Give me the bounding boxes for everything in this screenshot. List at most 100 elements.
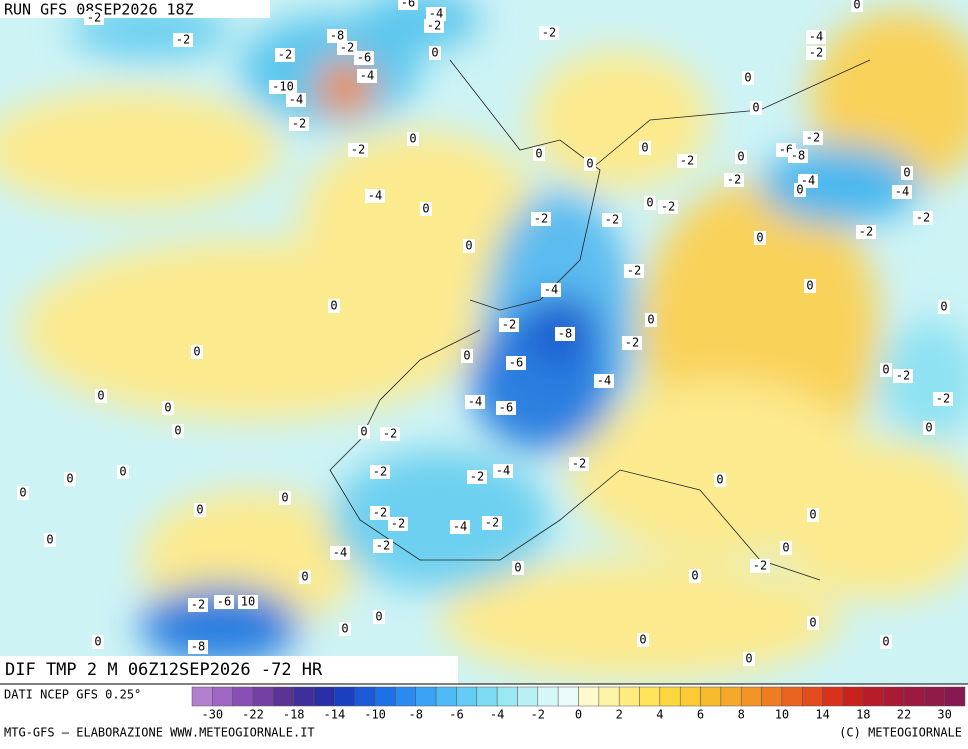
colorbar-box — [903, 686, 925, 707]
contour-label: -2 — [351, 143, 365, 157]
contour-label: -6 — [357, 51, 371, 65]
contour-label: 0 — [431, 46, 438, 60]
contour-label: -2 — [896, 369, 910, 383]
colorbar-label: 14 — [815, 708, 829, 722]
contour-label: 0 — [756, 231, 763, 245]
run-box — [0, 0, 270, 18]
contour-label: -2 — [292, 117, 306, 131]
label-bg — [465, 395, 485, 409]
contour-label: -4 — [597, 374, 611, 388]
colorbar-box — [395, 686, 417, 707]
label-bg — [214, 595, 234, 609]
label-bg — [512, 561, 524, 575]
label-bg — [348, 143, 368, 157]
contour-label: -2 — [916, 211, 930, 225]
label-bg — [407, 132, 419, 146]
contour-label: 0 — [281, 491, 288, 505]
contour-label: -2 — [859, 225, 873, 239]
label-bg — [645, 313, 657, 327]
colorbar-box — [578, 686, 600, 707]
contour-label: 0 — [330, 299, 337, 313]
contour-label: -2 — [753, 559, 767, 573]
contour-label: 0 — [341, 622, 348, 636]
label-bg — [594, 374, 614, 388]
contour-label: -2 — [391, 517, 405, 531]
label-bg — [429, 46, 441, 60]
colorbar-box — [618, 686, 640, 707]
label-bg — [238, 595, 258, 609]
colorbar-box — [354, 686, 376, 707]
label-bg — [724, 173, 744, 187]
contour-label: -4 — [544, 283, 558, 297]
contour-label: -2 — [191, 598, 205, 612]
contour-label: -4 — [289, 93, 303, 107]
label-bg — [84, 11, 104, 25]
contour-label: -2 — [661, 200, 675, 214]
colorbar-label: 22 — [897, 708, 911, 722]
contour-label: -10 — [272, 80, 294, 94]
colorbar-box — [598, 686, 620, 707]
colorbar-box — [639, 686, 661, 707]
contour-label: -6 — [401, 0, 415, 10]
colorbar-label: 0 — [575, 708, 582, 722]
label-bg — [622, 336, 642, 350]
colorbar-label: -10 — [364, 708, 386, 722]
colorbar-label: -2 — [531, 708, 545, 722]
contour-label: -6 — [509, 356, 523, 370]
label-bg — [913, 211, 933, 225]
label-bg — [496, 401, 516, 415]
colorbar-box — [822, 686, 844, 707]
label-bg — [370, 465, 390, 479]
contour-label: 0 — [301, 570, 308, 584]
contour-label: -2 — [936, 392, 950, 406]
contour-label: -6 — [499, 401, 513, 415]
coastline — [329, 59, 871, 581]
label-bg — [856, 225, 876, 239]
label-bg — [339, 622, 351, 636]
label-bg — [539, 26, 559, 40]
label-bg — [743, 652, 755, 666]
contour-label: -4 — [333, 546, 347, 560]
contour-label: 0 — [174, 424, 181, 438]
label-bg — [689, 569, 701, 583]
footer-left: MTG-GFS — ELABORAZIONE WWW.METEOGIORNALE… — [4, 726, 315, 740]
label-bg — [806, 46, 826, 60]
contour-label: -2 — [373, 506, 387, 520]
contour-label: -4 — [496, 464, 510, 478]
label-bg — [754, 231, 766, 245]
label-bg — [64, 472, 76, 486]
label-bg — [923, 421, 935, 435]
run-label: RUN GFS 08SEP2026 18Z — [4, 1, 194, 19]
contour-label: -2 — [809, 46, 823, 60]
colorbar-label: -22 — [242, 708, 264, 722]
label-bg — [269, 80, 297, 94]
colorbar-box — [883, 686, 905, 707]
label-bg — [328, 299, 340, 313]
label-bg — [92, 635, 104, 649]
colorbar-box — [476, 686, 498, 707]
contour-label: -2 — [470, 470, 484, 484]
contour-label: 0 — [465, 239, 472, 253]
contour-label: -4 — [809, 30, 823, 44]
contour-label: 0 — [119, 465, 126, 479]
label-bg — [499, 318, 519, 332]
label-bg — [188, 598, 208, 612]
contour-label: -2 — [383, 427, 397, 441]
contour-label: 0 — [737, 150, 744, 164]
contour-label: 0 — [691, 569, 698, 583]
label-bg — [357, 69, 377, 83]
label-bg — [851, 0, 863, 12]
colorbar-box — [374, 686, 396, 707]
contour-label: 10 — [241, 595, 255, 609]
label-bg — [188, 640, 208, 654]
colorbar-label: -6 — [449, 708, 463, 722]
label-bg — [380, 427, 400, 441]
label-bg — [584, 157, 596, 171]
label-bg — [880, 363, 892, 377]
contour-label: 0 — [164, 401, 171, 415]
label-bg — [373, 539, 393, 553]
colorbar-box — [679, 686, 701, 707]
label-bg — [463, 239, 475, 253]
data-source: DATI NCEP GFS 0.25° — [4, 688, 141, 702]
contour-label: -8 — [791, 149, 805, 163]
